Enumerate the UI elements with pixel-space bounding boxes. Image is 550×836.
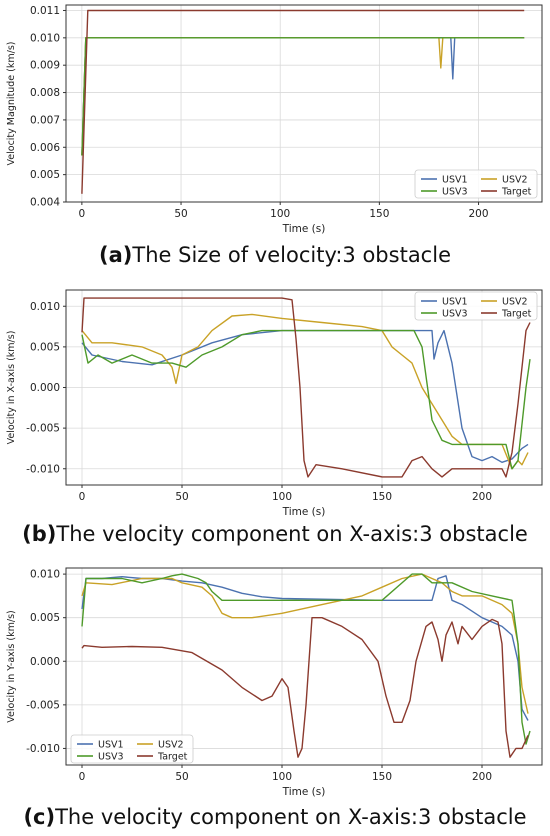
y-tick-label: 0.005 (30, 341, 60, 353)
y-tick-label: -0.010 (26, 743, 60, 755)
y-tick-label: 0.008 (30, 87, 60, 99)
y-tick-label: 0.000 (30, 656, 60, 668)
x-tick-label: 0 (79, 208, 86, 220)
y-axis-label: Velocity in X-axis (km/s) (6, 331, 17, 445)
y-tick-label: -0.010 (26, 463, 60, 475)
legend-label-usv2: USV2 (502, 297, 528, 308)
x-tick-label: 200 (472, 491, 492, 503)
caption-b: (b)The velocity component on X-axis:3 ob… (0, 522, 550, 546)
caption-a: (a)The Size of velocity:3 obstacle (0, 243, 550, 267)
chart-b: 0 50 100 150 200 0.010 0.005 0.000 -0.005 -0.010 T… (6, 289, 543, 518)
caption-a-text: The Size of velocity:3 obstacle (132, 243, 451, 267)
y-tick-label: 0.011 (30, 5, 60, 17)
chart-c: 0 50 100 150 200 0.010 0.005 0.000 -0.005 -0.010 T… (6, 567, 543, 798)
chart-a: 0 50 100 150 200 0.004 0.005 0.006 0.007 0.008 0.0… (6, 4, 543, 235)
legend-label-usv1: USV1 (98, 740, 124, 751)
x-tick-label: 0 (79, 491, 86, 503)
legend-label-target: Target (157, 752, 188, 763)
x-tick-label: 50 (175, 771, 188, 783)
x-tick-label: 200 (472, 771, 492, 783)
caption-c-tag: (c) (23, 805, 56, 829)
x-tick-label: 50 (175, 491, 188, 503)
y-tick-label: 0.005 (30, 612, 60, 624)
caption-c-text: The velocity component on X-axis:3 obsta… (55, 805, 527, 829)
y-tick-label: 0.005 (30, 169, 60, 181)
caption-b-tag: (b) (22, 522, 57, 546)
y-tick-label: -0.005 (26, 423, 60, 435)
y-tick-label: -0.005 (26, 699, 60, 711)
y-tick-label: 0.010 (30, 569, 60, 581)
x-tick-label: 200 (469, 208, 489, 220)
x-tick-label: 100 (272, 771, 292, 783)
x-tick-label: 100 (270, 208, 290, 220)
x-axis-label: Time (s) (282, 223, 326, 235)
y-axis-label: Velocity Magnitude (km/s) (6, 42, 17, 166)
legend-label-usv2: USV2 (158, 740, 184, 751)
legend-label-target: Target (501, 309, 532, 320)
x-tick-label: 0 (79, 771, 86, 783)
y-axis-label: Velocity in Y-axis (km/s) (6, 610, 17, 722)
plot-frame (65, 567, 543, 766)
y-tick-label: 0.009 (30, 60, 60, 72)
x-tick-label: 50 (174, 208, 187, 220)
legend-label-usv3: USV3 (98, 752, 124, 763)
legend-label-usv2: USV2 (502, 175, 528, 186)
caption-c: (c)The velocity component on X-axis:3 ob… (0, 805, 550, 829)
x-tick-label: 150 (369, 208, 389, 220)
y-tick-label: 0.010 (30, 301, 60, 313)
legend-label-usv1: USV1 (442, 175, 468, 186)
y-tick-label: 0.000 (30, 382, 60, 394)
y-tick-label: 0.007 (30, 114, 60, 126)
series-line-usv3 (81, 37, 525, 156)
y-tick-label: 0.006 (30, 142, 60, 154)
legend-label-usv3: USV3 (442, 309, 468, 320)
legend-box (414, 291, 538, 321)
y-tick-label: 0.010 (30, 32, 60, 44)
y-tick-label: 0.004 (30, 197, 60, 209)
x-axis-label: Time (s) (282, 786, 326, 798)
x-tick-label: 100 (272, 491, 292, 503)
x-axis-label: Time (s) (282, 506, 326, 518)
series-line-usv3 (81, 329, 531, 470)
caption-b-text: The velocity component on X-axis:3 obsta… (56, 522, 528, 546)
series-line-usv3 (81, 573, 531, 745)
series-line-target (81, 297, 531, 478)
legend-box (70, 734, 194, 764)
x-tick-label: 150 (372, 491, 392, 503)
series-line-usv1 (81, 329, 529, 463)
legend-label-usv3: USV3 (442, 187, 468, 198)
legend-label-usv1: USV1 (442, 297, 468, 308)
legend-box (414, 169, 538, 199)
x-tick-label: 150 (372, 771, 392, 783)
plot-frame (65, 4, 543, 203)
legend-label-target: Target (501, 187, 532, 198)
series-line-target (81, 9, 525, 194)
caption-a-tag: (a) (99, 243, 133, 267)
series-line-target (81, 617, 529, 758)
